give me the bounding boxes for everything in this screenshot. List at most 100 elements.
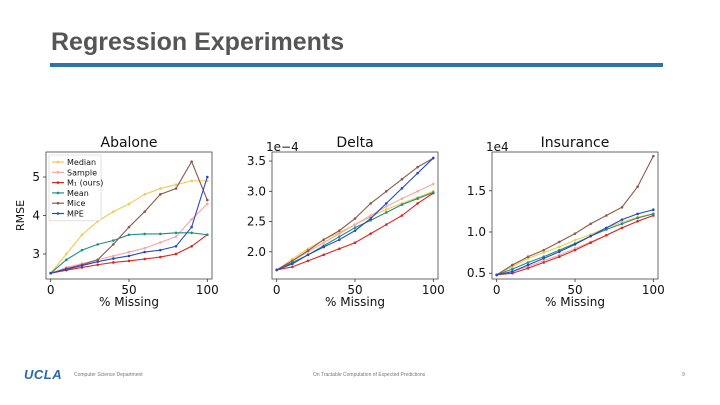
data-point bbox=[353, 229, 357, 232]
data-point bbox=[511, 267, 514, 271]
data-point bbox=[511, 270, 514, 273]
legend-marker bbox=[56, 181, 60, 184]
data-point bbox=[353, 241, 357, 245]
x-axis-label: % Missing bbox=[99, 295, 159, 309]
data-point bbox=[620, 205, 624, 209]
data-point bbox=[353, 217, 357, 220]
data-point bbox=[174, 187, 178, 190]
x-axis-label: % Missing bbox=[325, 295, 385, 309]
y-tick-label: 3.5 bbox=[247, 154, 266, 168]
data-point bbox=[338, 235, 341, 238]
y-tick-label: 3 bbox=[32, 247, 40, 261]
data-point bbox=[96, 243, 99, 246]
data-point bbox=[589, 241, 592, 245]
data-point bbox=[206, 198, 209, 202]
data-point bbox=[558, 245, 561, 249]
data-point bbox=[306, 247, 310, 251]
y-tick-label: 2.5 bbox=[247, 215, 266, 229]
data-point bbox=[526, 255, 530, 259]
data-point bbox=[206, 175, 209, 179]
data-point bbox=[573, 232, 577, 235]
data-point bbox=[432, 182, 435, 186]
data-point bbox=[306, 249, 310, 252]
legend-label: Median bbox=[67, 158, 96, 167]
data-point bbox=[322, 245, 325, 249]
data-point bbox=[96, 260, 99, 263]
data-point bbox=[589, 222, 592, 226]
data-point bbox=[112, 261, 115, 264]
data-point bbox=[174, 183, 178, 187]
chart-title: Insurance bbox=[541, 135, 610, 151]
data-point bbox=[416, 202, 419, 205]
data-point bbox=[400, 177, 404, 181]
data-point bbox=[542, 261, 545, 264]
data-point bbox=[353, 226, 357, 229]
data-point bbox=[620, 222, 624, 226]
data-point bbox=[291, 259, 294, 263]
y-tick-label: 3.0 bbox=[247, 184, 266, 198]
data-point bbox=[159, 241, 162, 244]
chart-insurance: Insurance 1e4 0 50 100 0.5 1.0 1.5 % Missing bbox=[467, 135, 665, 309]
data-point bbox=[190, 225, 193, 229]
x-tick-label: 0 bbox=[47, 283, 55, 297]
data-point bbox=[159, 248, 162, 252]
data-point bbox=[558, 250, 561, 254]
plot-frame bbox=[491, 151, 659, 280]
data-point bbox=[338, 229, 341, 232]
x-tick-label: 50 bbox=[567, 283, 582, 297]
title-underline bbox=[50, 63, 663, 67]
y-tick-label: 5 bbox=[32, 170, 40, 184]
data-point bbox=[636, 185, 639, 188]
data-point bbox=[174, 244, 178, 248]
data-point bbox=[127, 254, 131, 258]
data-point bbox=[511, 263, 514, 267]
data-point bbox=[143, 246, 146, 250]
data-point bbox=[573, 243, 577, 246]
data-point bbox=[322, 253, 325, 257]
chart-abalone: Abalone 0 50 100 3 4 5 % Missing RMSE MedianSampl… bbox=[14, 135, 219, 309]
data-point bbox=[338, 247, 341, 251]
x-tick-label: 100 bbox=[422, 283, 445, 297]
data-point bbox=[174, 235, 178, 238]
legend-marker bbox=[56, 171, 60, 174]
data-point bbox=[127, 225, 131, 229]
legend-label: MPE bbox=[67, 210, 84, 219]
data-point bbox=[589, 234, 592, 238]
data-point bbox=[96, 263, 99, 267]
y-tick-label: 1.0 bbox=[467, 225, 486, 239]
legend-marker bbox=[56, 201, 60, 205]
data-point bbox=[190, 218, 193, 221]
data-point bbox=[143, 193, 146, 196]
data-point bbox=[65, 252, 68, 256]
data-point bbox=[400, 186, 404, 190]
data-point bbox=[206, 233, 209, 237]
footer-department: Computer Science Department bbox=[74, 372, 143, 378]
data-point bbox=[65, 268, 68, 271]
data-point bbox=[80, 266, 84, 269]
data-point bbox=[291, 265, 294, 269]
y-axis-label: RMSE bbox=[14, 200, 27, 231]
data-point bbox=[526, 263, 530, 267]
page-number: 9 bbox=[682, 372, 685, 378]
data-point bbox=[558, 240, 561, 244]
data-point bbox=[542, 257, 545, 260]
data-point bbox=[143, 210, 146, 213]
legend-label: Mice bbox=[67, 199, 86, 208]
data-point bbox=[636, 219, 639, 223]
data-point bbox=[112, 243, 115, 246]
legend-label: Mean bbox=[67, 189, 89, 198]
data-point bbox=[620, 218, 624, 221]
data-point bbox=[112, 210, 115, 213]
data-point bbox=[143, 250, 146, 254]
chart-delta: Delta 1e−4 0 50 100 2.0 2.5 3.0 3.5 % Missing bbox=[247, 135, 445, 309]
data-point bbox=[636, 212, 639, 216]
data-point bbox=[80, 264, 84, 267]
axis-multiplier: 1e4 bbox=[486, 140, 509, 154]
data-point bbox=[112, 239, 115, 242]
data-point bbox=[385, 202, 388, 205]
data-point bbox=[652, 154, 655, 158]
legend-box bbox=[48, 154, 102, 222]
data-point bbox=[400, 197, 404, 200]
legend-label: Sample bbox=[67, 168, 97, 177]
data-point bbox=[432, 191, 435, 194]
